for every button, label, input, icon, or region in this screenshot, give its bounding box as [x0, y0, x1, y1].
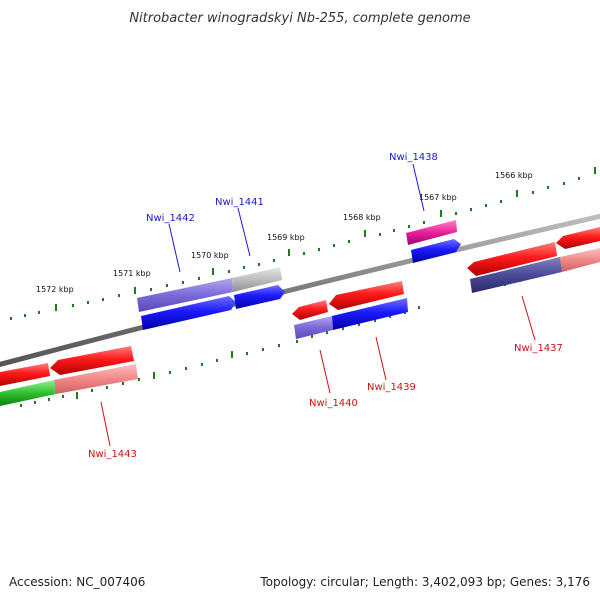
gene-nwi-1438-upper[interactable] — [406, 220, 457, 245]
gene-nwi-1440-upper[interactable] — [292, 300, 328, 320]
gene-nwi-1437-upper-b[interactable] — [556, 227, 600, 249]
gene-labels: Nwi_1438 Nwi_1441 Nwi_1442 Nwi_1437 Nwi_… — [88, 152, 563, 460]
gene-nwi-1443-upper-b[interactable] — [50, 346, 134, 375]
gene-nwi-1440-lower[interactable] — [294, 316, 333, 339]
scale-label-1568: 1568 kbp — [343, 213, 381, 222]
gene-nwi-1437-lower-a[interactable] — [470, 257, 562, 293]
gene-nwi-1443-upper-a[interactable] — [0, 363, 50, 386]
gene-label-nwi-1443[interactable]: Nwi_1443 — [88, 449, 137, 460]
scale-label-1571: 1571 kbp — [113, 269, 151, 278]
leader-lines — [100, 163, 536, 447]
gene-nwi-1443-lower-b[interactable] — [54, 364, 138, 394]
genome-backbone — [0, 213, 600, 367]
scale-label-1566: 1566 kbp — [495, 171, 533, 180]
scale-label-1569: 1569 kbp — [267, 233, 305, 242]
gene-label-nwi-1439[interactable]: Nwi_1439 — [367, 382, 416, 393]
gene-nwi-1443-lower-a[interactable] — [0, 380, 56, 406]
gene-label-nwi-1441[interactable]: Nwi_1441 — [215, 197, 264, 208]
gene-label-nwi-1438[interactable]: Nwi_1438 — [389, 152, 438, 163]
upper-scale-labels: 1566 kbp 1567 kbp 1568 kbp 1569 kbp 1570… — [36, 171, 533, 294]
accession-text: Accession: NC_007406 — [9, 575, 145, 589]
scale-label-1570: 1570 kbp — [191, 251, 229, 260]
scale-label-1572: 1572 kbp — [36, 285, 74, 294]
gene-label-nwi-1440[interactable]: Nwi_1440 — [309, 398, 358, 409]
gene-label-nwi-1437[interactable]: Nwi_1437 — [514, 343, 563, 354]
gene-nwi-1441-upper[interactable] — [232, 267, 282, 292]
gene-label-nwi-1442[interactable]: Nwi_1442 — [146, 213, 195, 224]
gene-nwi-1438-lower[interactable] — [411, 239, 461, 263]
scale-label-1567: 1567 kbp — [419, 193, 457, 202]
gene-nwi-1439-upper[interactable] — [329, 281, 404, 310]
genome-title: Nitrobacter winogradskyi Nb-255, complet… — [129, 11, 470, 26]
gene-nwi-1442-lower[interactable] — [141, 296, 236, 330]
gene-nwi-1437-upper-a[interactable] — [467, 242, 557, 276]
genome-summary-text: Topology: circular; Length: 3,402,093 bp… — [259, 575, 590, 589]
gene-nwi-1442-upper[interactable] — [137, 278, 233, 312]
gene-nwi-1441-lower[interactable] — [234, 285, 285, 309]
upper-scale-ticks — [10, 167, 596, 320]
gene-nwi-1437-lower-b[interactable] — [560, 248, 600, 272]
gene-nwi-1439-lower[interactable] — [332, 298, 408, 330]
